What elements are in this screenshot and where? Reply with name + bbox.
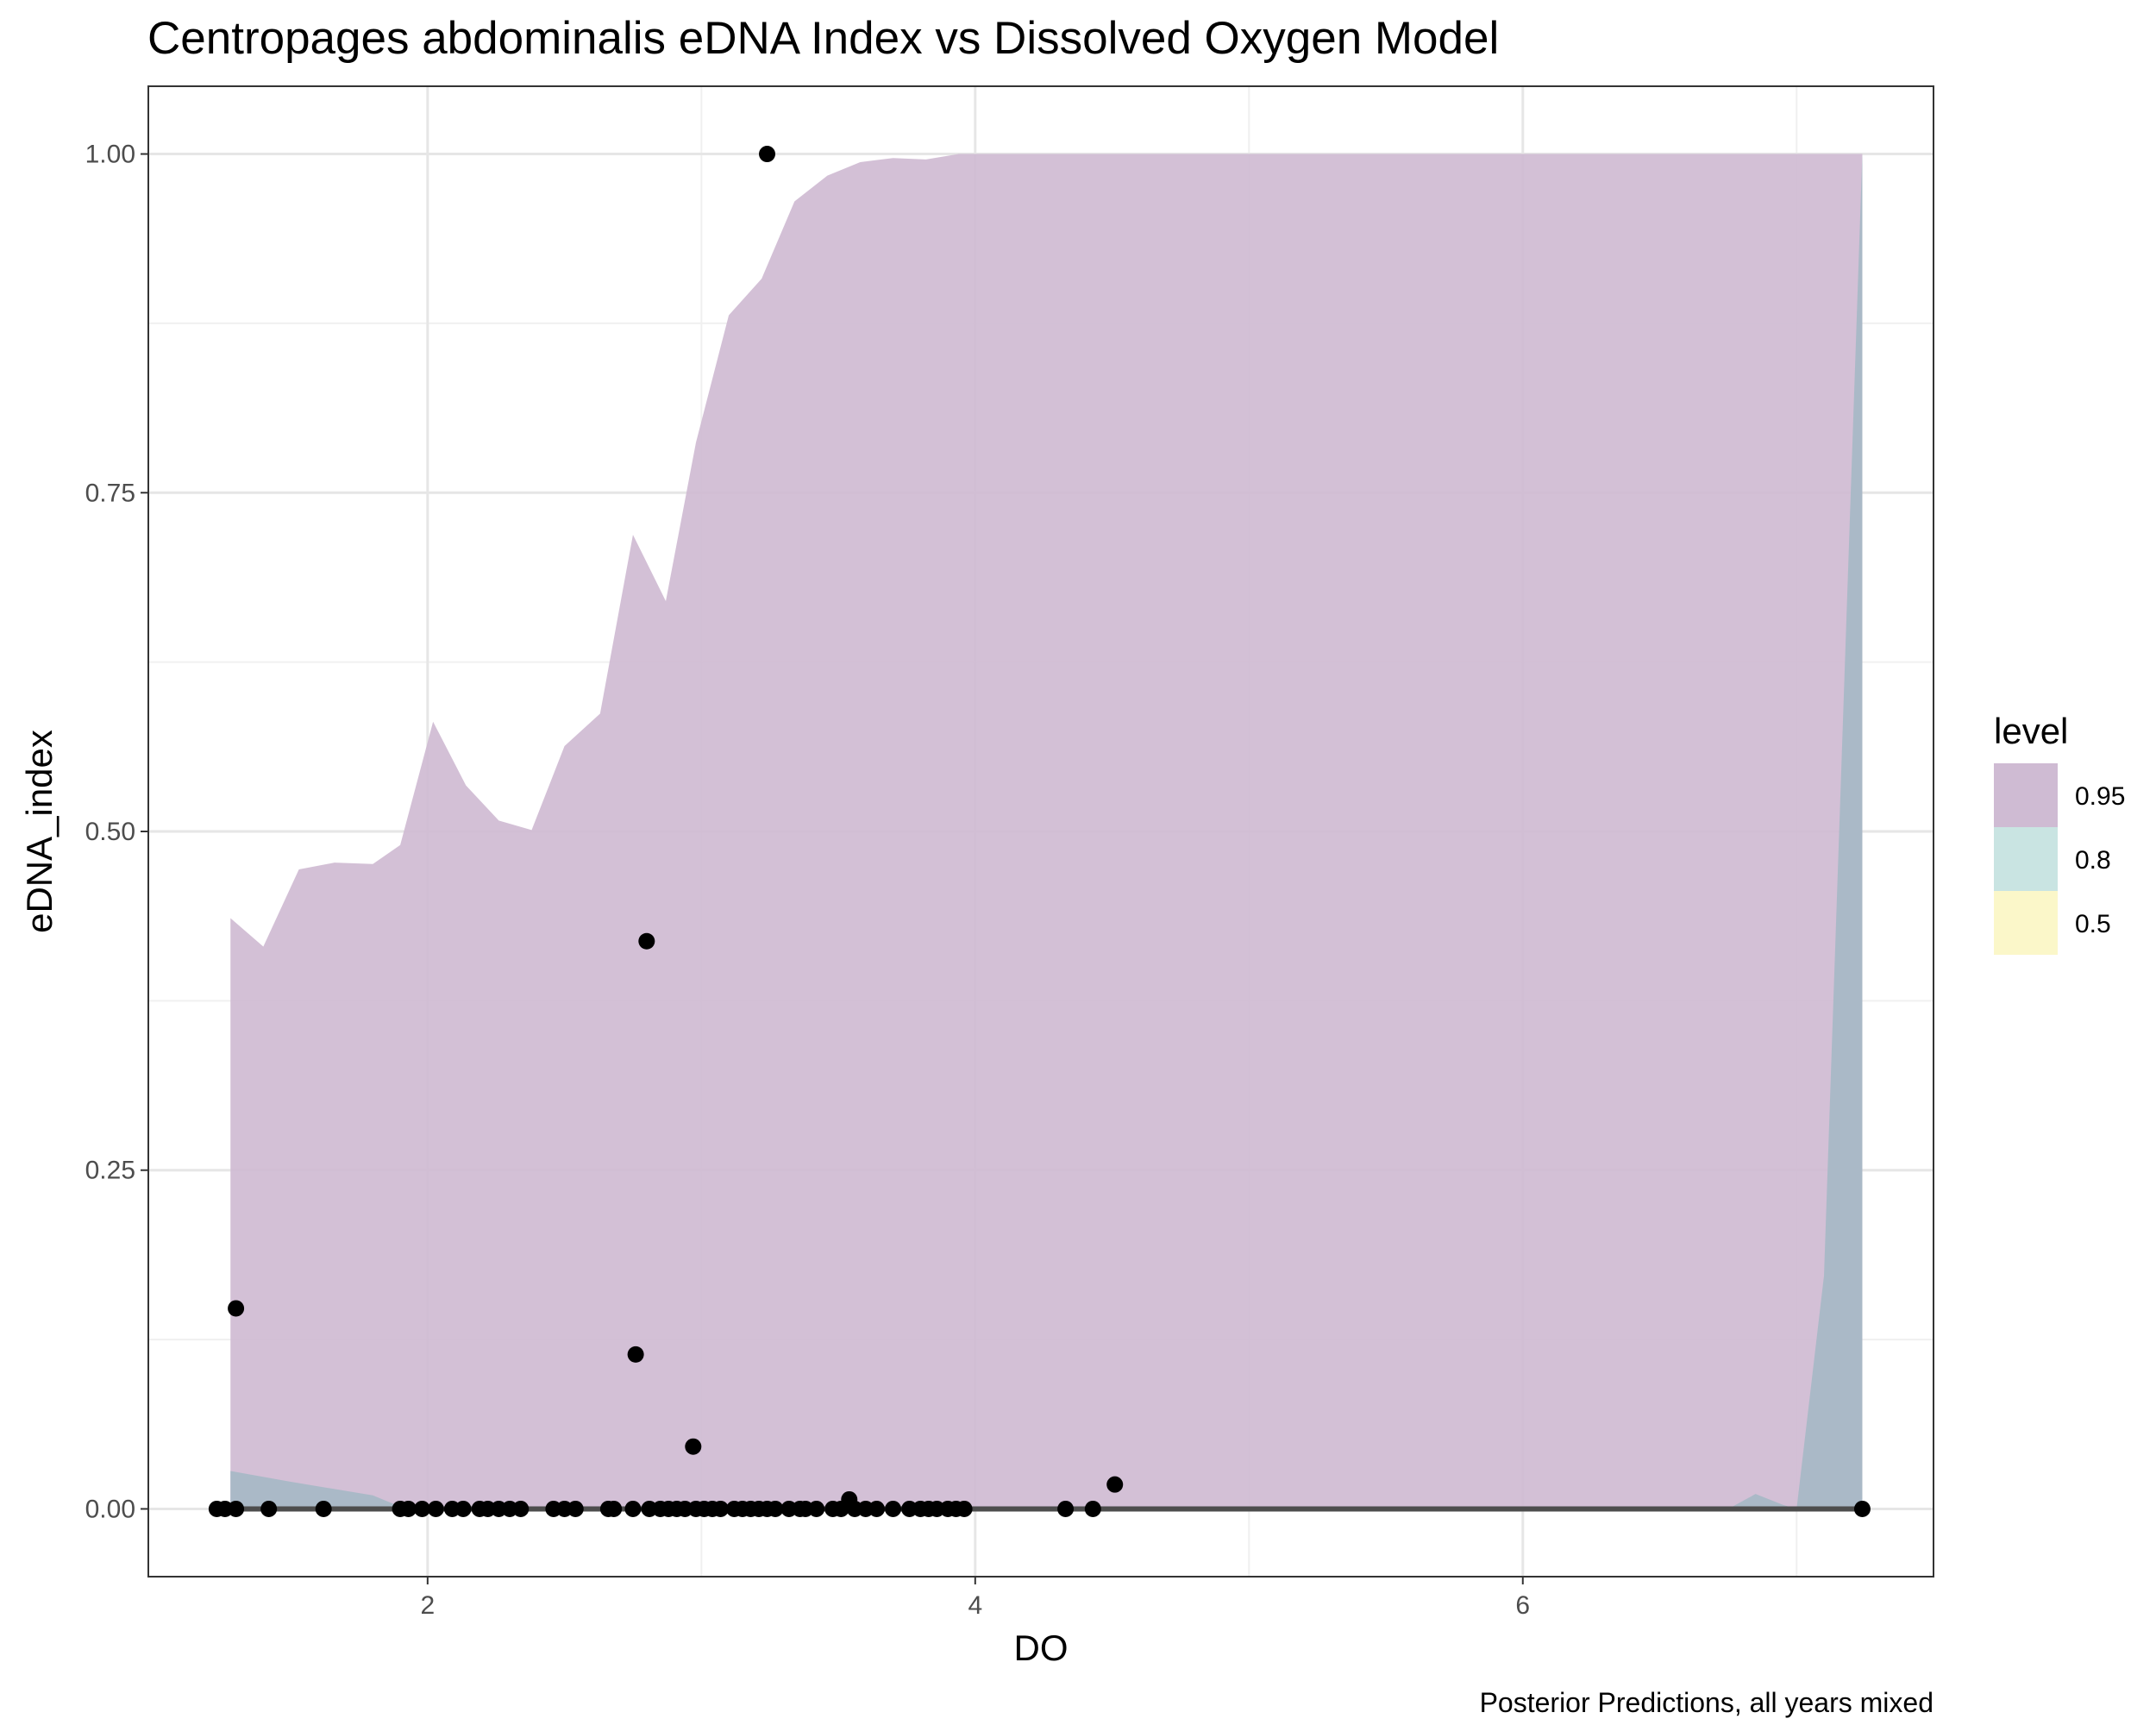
x-tick-label: 4 xyxy=(968,1591,982,1620)
legend-key-0.8 xyxy=(1994,827,2058,891)
data-point xyxy=(841,1490,858,1508)
data-points xyxy=(208,146,1871,1517)
y-tick-label: 0.75 xyxy=(85,479,135,507)
data-point xyxy=(638,932,655,950)
data-point xyxy=(868,1500,886,1517)
data-point xyxy=(605,1500,623,1517)
data-point xyxy=(454,1500,472,1517)
legend: level 0.95 0.8 0.5 xyxy=(1994,711,2125,955)
legend-label: 0.8 xyxy=(2075,846,2111,875)
legend-key-0.5 xyxy=(1994,891,2058,955)
chart-title: Centropages abdominalis eDNA Index vs Di… xyxy=(147,13,1499,64)
x-axis-ticks: 2 4 6 xyxy=(420,1577,1530,1620)
y-tick-label: 1.00 xyxy=(85,141,135,169)
legend-title: level xyxy=(1994,711,2068,751)
data-point xyxy=(759,146,776,163)
data-point xyxy=(712,1500,730,1517)
data-point xyxy=(1106,1476,1124,1493)
data-point xyxy=(413,1500,430,1517)
y-axis-ticks: 0.00 0.25 0.50 0.75 1.00 xyxy=(85,141,148,1523)
data-point xyxy=(767,1500,784,1517)
data-point xyxy=(260,1500,278,1517)
legend-key-0.95 xyxy=(1994,763,2058,827)
data-point xyxy=(228,1300,245,1317)
data-point xyxy=(1084,1500,1101,1517)
x-axis-title: DO xyxy=(1014,1628,1069,1668)
data-point xyxy=(567,1500,584,1517)
ribbons xyxy=(230,154,1863,1509)
legend-label: 0.5 xyxy=(2075,910,2111,938)
x-tick-label: 6 xyxy=(1515,1591,1530,1620)
y-tick-label: 0.25 xyxy=(85,1157,135,1185)
legend-label: 0.95 xyxy=(2075,782,2125,811)
data-point xyxy=(512,1500,530,1517)
y-tick-label: 0.00 xyxy=(85,1495,135,1523)
data-point xyxy=(427,1500,444,1517)
ribbon-0.95 xyxy=(230,154,1863,1509)
data-point xyxy=(1057,1500,1075,1517)
caption: Posterior Predictions, all years mixed xyxy=(1480,1687,1934,1718)
data-point xyxy=(315,1500,332,1517)
data-point xyxy=(228,1500,245,1517)
data-point xyxy=(808,1500,825,1517)
data-point xyxy=(1853,1500,1871,1517)
data-point xyxy=(624,1500,642,1517)
data-point xyxy=(627,1346,644,1363)
data-point xyxy=(400,1500,417,1517)
y-tick-label: 0.50 xyxy=(85,818,135,846)
data-point xyxy=(885,1500,902,1517)
data-point xyxy=(956,1500,973,1517)
x-tick-label: 2 xyxy=(420,1591,435,1620)
y-axis-title: eDNA_index xyxy=(19,730,60,933)
legend-entries: 0.95 0.8 0.5 xyxy=(1994,763,2125,955)
data-point xyxy=(685,1438,702,1455)
